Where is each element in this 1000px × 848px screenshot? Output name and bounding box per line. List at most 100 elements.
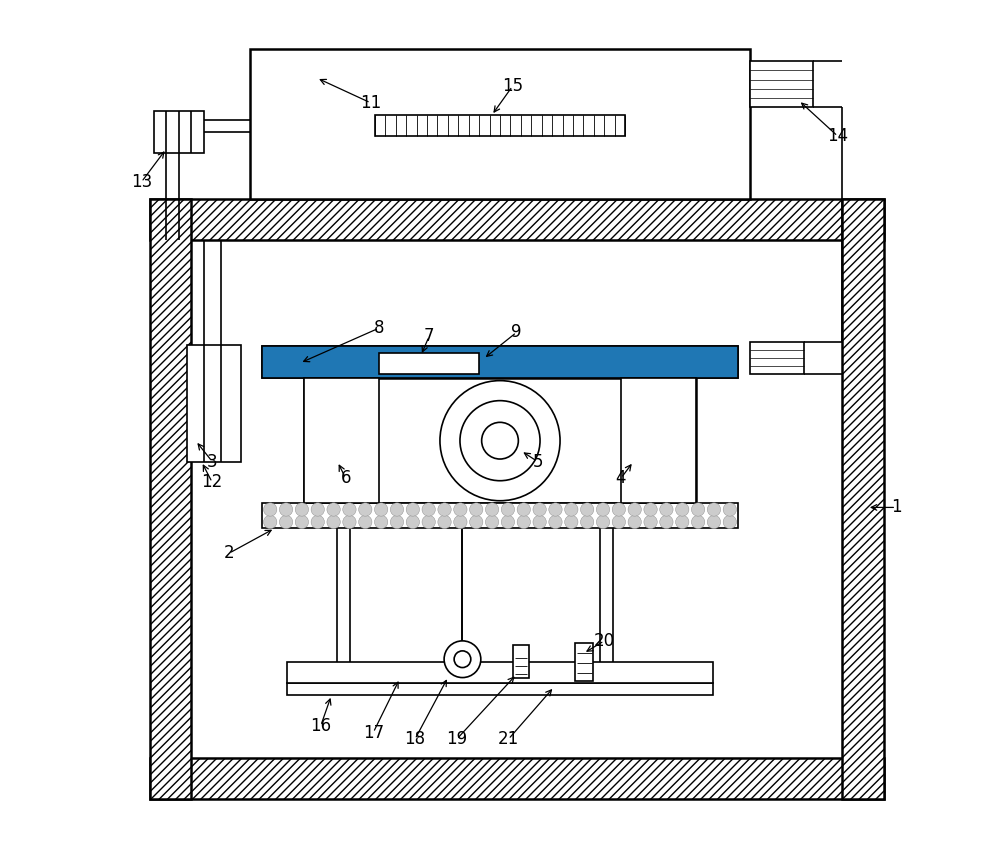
Circle shape	[549, 503, 562, 516]
Circle shape	[676, 516, 689, 528]
Circle shape	[374, 503, 388, 516]
Circle shape	[565, 503, 578, 516]
Circle shape	[390, 503, 404, 516]
Circle shape	[422, 503, 435, 516]
Bar	[842, 198, 884, 800]
Circle shape	[438, 516, 451, 528]
Circle shape	[596, 516, 610, 528]
Circle shape	[374, 516, 388, 528]
Circle shape	[533, 516, 546, 528]
Circle shape	[359, 516, 372, 528]
Circle shape	[295, 503, 309, 516]
Circle shape	[644, 516, 657, 528]
Bar	[375, 115, 625, 137]
Circle shape	[628, 516, 641, 528]
Bar	[750, 61, 813, 107]
Circle shape	[707, 516, 721, 528]
Text: 16: 16	[310, 717, 331, 735]
Circle shape	[279, 516, 293, 528]
Circle shape	[596, 503, 610, 516]
Bar	[304, 378, 379, 503]
Circle shape	[485, 516, 499, 528]
Circle shape	[454, 516, 467, 528]
Circle shape	[264, 503, 277, 516]
Text: 17: 17	[363, 723, 384, 742]
Circle shape	[691, 516, 705, 528]
Text: 4: 4	[616, 469, 626, 488]
Bar	[750, 343, 804, 374]
Circle shape	[660, 516, 673, 528]
Circle shape	[501, 516, 515, 528]
Circle shape	[517, 503, 530, 516]
Circle shape	[612, 516, 626, 528]
Text: 11: 11	[360, 94, 381, 112]
Circle shape	[691, 503, 705, 516]
Text: 12: 12	[202, 473, 223, 491]
Text: 7: 7	[424, 327, 434, 345]
Bar	[250, 48, 750, 198]
Circle shape	[723, 503, 736, 516]
Text: 6: 6	[340, 469, 351, 488]
Circle shape	[580, 503, 594, 516]
Circle shape	[533, 503, 546, 516]
Circle shape	[460, 400, 540, 481]
Circle shape	[612, 503, 626, 516]
Bar	[287, 683, 713, 695]
Text: 15: 15	[502, 77, 523, 95]
Text: 1: 1	[891, 499, 902, 516]
Circle shape	[628, 503, 641, 516]
Bar	[187, 345, 241, 461]
Circle shape	[549, 516, 562, 528]
Circle shape	[470, 503, 483, 516]
Bar	[154, 111, 204, 153]
Circle shape	[279, 503, 293, 516]
Circle shape	[470, 516, 483, 528]
Text: 21: 21	[498, 730, 519, 748]
Circle shape	[501, 503, 515, 516]
Circle shape	[454, 651, 471, 667]
Text: 14: 14	[827, 127, 848, 145]
Circle shape	[517, 516, 530, 528]
Text: 3: 3	[207, 453, 218, 471]
Circle shape	[454, 503, 467, 516]
Bar	[262, 347, 738, 378]
Circle shape	[343, 516, 356, 528]
Text: 5: 5	[532, 453, 543, 471]
Circle shape	[723, 516, 736, 528]
Circle shape	[311, 503, 324, 516]
Circle shape	[565, 516, 578, 528]
Circle shape	[311, 516, 324, 528]
Bar	[379, 353, 479, 374]
Text: 2: 2	[224, 544, 234, 562]
Bar	[150, 198, 191, 800]
Circle shape	[390, 516, 404, 528]
Text: 18: 18	[404, 730, 425, 748]
Bar	[262, 503, 738, 528]
Circle shape	[264, 516, 277, 528]
Text: 13: 13	[131, 173, 152, 191]
Bar	[262, 347, 738, 378]
Text: 19: 19	[446, 730, 467, 748]
Circle shape	[406, 503, 420, 516]
Bar	[304, 378, 696, 503]
Circle shape	[644, 503, 657, 516]
Circle shape	[440, 381, 560, 500]
Text: 20: 20	[594, 632, 615, 650]
Circle shape	[359, 503, 372, 516]
Bar	[287, 661, 713, 683]
Circle shape	[482, 422, 518, 459]
Bar	[621, 378, 696, 503]
Circle shape	[327, 516, 340, 528]
Text: 9: 9	[511, 323, 522, 341]
Circle shape	[707, 503, 721, 516]
Text: 8: 8	[374, 319, 384, 337]
Circle shape	[343, 503, 356, 516]
Bar	[150, 198, 884, 241]
Circle shape	[422, 516, 435, 528]
Circle shape	[438, 503, 451, 516]
Circle shape	[660, 503, 673, 516]
Circle shape	[295, 516, 309, 528]
Circle shape	[485, 503, 499, 516]
Bar	[150, 757, 884, 800]
Circle shape	[580, 516, 594, 528]
